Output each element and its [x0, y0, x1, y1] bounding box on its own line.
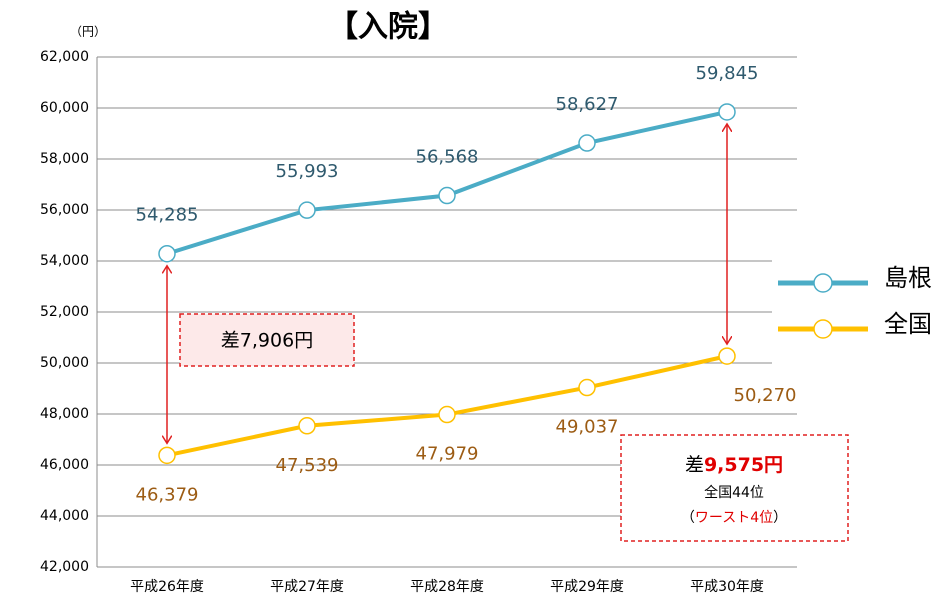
legend-box [772, 256, 942, 386]
value-label: 47,979 [416, 444, 479, 465]
annotation: 差9,575円 [685, 454, 783, 476]
annotation-amount: 9,575円 [704, 454, 783, 476]
y-tick-label: 58,000 [40, 151, 89, 167]
annotation: 差7,906円 [221, 330, 313, 352]
x-tick-label: 平成28年度 [410, 579, 484, 595]
value-label: 56,568 [416, 147, 479, 168]
point [438, 186, 456, 205]
y-tick-label: 48,000 [40, 406, 89, 422]
x-tick-label: 平成30年度 [690, 579, 764, 595]
point [578, 134, 596, 152]
value-label: 54,285 [136, 205, 199, 226]
x-tick-label: 平成26年度 [130, 579, 204, 595]
legend-label: 全国 [884, 310, 932, 338]
x-tick-label: 平成29年度 [550, 579, 624, 595]
legend-label: 島根 [884, 264, 932, 292]
annotation-box [620, 434, 849, 542]
point [578, 378, 596, 397]
x-tick-label: 平成27年度 [270, 579, 344, 595]
annotation-rank: 全国44位 [704, 484, 764, 501]
annotation-prefix: 差 [685, 454, 704, 476]
value-label: 58,627 [556, 94, 619, 115]
value-label: 47,539 [276, 455, 339, 476]
value-label: 55,993 [276, 161, 339, 182]
legend-marker [813, 273, 833, 293]
point [438, 405, 456, 424]
y-tick-label: 42,000 [40, 559, 89, 575]
y-tick-label: 56,000 [40, 202, 89, 218]
y-tick-label: 54,000 [40, 253, 89, 269]
value-label: 46,379 [136, 484, 199, 505]
value-label: 59,845 [696, 63, 759, 84]
y-tick-label: 52,000 [40, 304, 89, 320]
annotation-worst: （ワースト4位） [681, 510, 787, 526]
point [718, 347, 736, 365]
paren: ） [773, 510, 787, 526]
y-tick-label: 50,000 [40, 355, 89, 371]
series-line [166, 109, 728, 256]
point [298, 417, 316, 435]
y-unit: （円） [70, 25, 106, 39]
worst-rank: ワースト4位 [695, 510, 773, 526]
y-tick-label: 60,000 [40, 100, 89, 116]
grid [97, 56, 797, 568]
value-label: 50,270 [734, 385, 797, 406]
y-tick-label: 44,000 [40, 508, 89, 524]
paren: （ [681, 510, 695, 526]
point [158, 446, 176, 465]
point [298, 201, 316, 219]
legend-marker [813, 319, 833, 339]
value-label: 49,037 [556, 417, 619, 438]
chart-title: 【入院】 [328, 10, 448, 45]
point [158, 244, 176, 263]
y-tick-label: 62,000 [40, 49, 89, 65]
y-tick-label: 46,000 [40, 457, 89, 473]
annotation-box [179, 313, 355, 367]
point [718, 103, 736, 121]
